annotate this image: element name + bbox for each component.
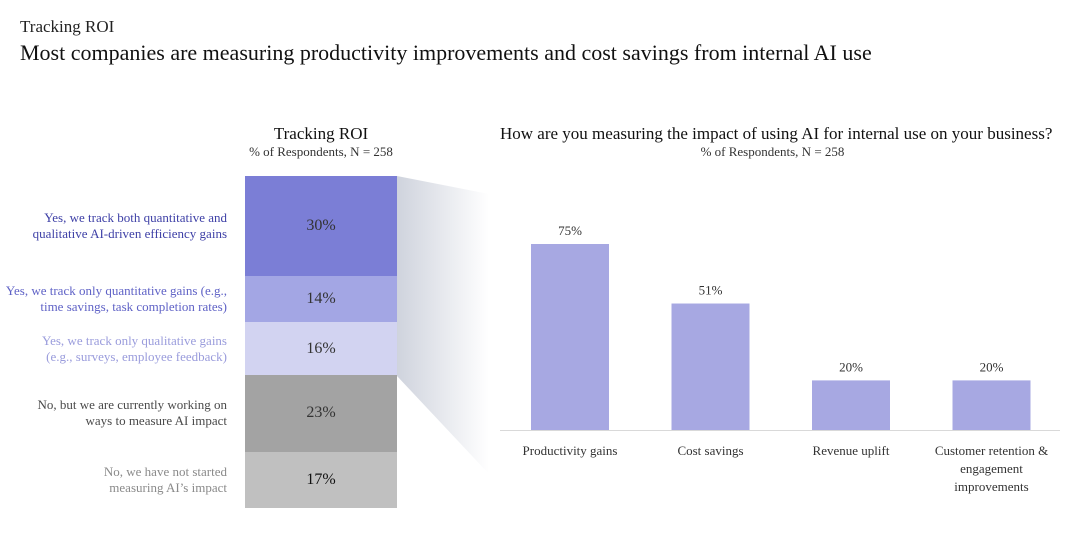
stack-segment-label-line: (e.g., surveys, employee feedback) — [46, 348, 227, 364]
x-tick-label: Cost savings — [646, 442, 776, 460]
x-tick-label: Customer retention & engagement improvemen… — [927, 442, 1057, 496]
bar-1 — [531, 244, 609, 430]
stack-segment-label-line: Yes, we track both quantitative and — [44, 209, 227, 225]
stack-segment-label: No, but we are currently working on ways … — [0, 397, 227, 429]
funnel-shape — [397, 176, 489, 474]
bar-3 — [812, 380, 890, 430]
x-tick-label-line: improvements — [954, 479, 1029, 494]
bar-chart-title: How are you measuring the impact of usin… — [500, 124, 1053, 143]
bar-value-label: 51% — [699, 283, 723, 298]
stack-segment-4: 23% — [245, 375, 397, 452]
stack-segment-label-line: qualitative AI-driven efficiency gains — [32, 225, 227, 241]
stack-segment-5: 17% — [245, 451, 397, 508]
stack-segment-label: Yes, we track only qualitative gains (e.g… — [0, 333, 227, 365]
x-tick-label-line: Revenue uplift — [812, 443, 890, 458]
stack-chart-subtitle: % of Respondents, N = 258 — [249, 144, 393, 159]
stacked-bar: 30% 14% 16% 23% 17% — [245, 176, 397, 508]
bar-4 — [952, 380, 1031, 430]
stack-segment-label: Yes, we track only quantitative gains (e… — [0, 283, 227, 315]
bar-2 — [671, 303, 750, 430]
stack-segment-value: 17% — [306, 470, 336, 488]
stack-segment-label-line: Yes, we track only quantitative gains (e… — [5, 282, 227, 298]
stack-segment-label-line: No, we have not started — [103, 463, 227, 479]
funnel-connector — [397, 176, 489, 474]
bar-chart: 75% 51% 20% 20% — [500, 223, 1060, 431]
x-tick-label-line: Customer retention & — [934, 443, 1049, 458]
stack-segment-value: 16% — [306, 339, 336, 357]
stack-segment-1: 30% — [245, 176, 397, 276]
stack-segment-label-line: Yes, we track only qualitative gains — [42, 332, 227, 348]
page-eyebrow: Tracking ROI — [20, 17, 115, 36]
stack-segment-2: 14% — [245, 275, 397, 323]
x-tick-label: Productivity gains — [505, 442, 635, 460]
stack-segment-value: 30% — [306, 216, 336, 234]
page-title: Most companies are measuring productivit… — [20, 40, 872, 65]
bar-value-label: 20% — [980, 359, 1004, 374]
x-tick-label-line: Cost savings — [677, 443, 744, 458]
stack-segment-label: Yes, we track both quantitative and quali… — [0, 210, 227, 242]
stack-segment-label-line: ways to measure AI impact — [85, 413, 227, 429]
bar-value-label: 75% — [558, 223, 582, 238]
stack-segment-label: No, we have not started measuring AI’s im… — [0, 464, 227, 496]
stack-chart-title: Tracking ROI — [273, 124, 369, 143]
x-tick-label: Revenue uplift — [786, 442, 916, 460]
stack-segment-3: 16% — [245, 322, 397, 376]
bar-chart-subtitle: % of Respondents, N = 258 — [700, 144, 845, 159]
x-tick-label-line: engagement — [960, 461, 1023, 476]
stack-segment-value: 14% — [306, 289, 336, 307]
stack-segment-label-line: No, but we are currently working on — [37, 397, 227, 413]
stack-segment-value: 23% — [306, 404, 336, 422]
stack-segment-label-line: measuring AI’s impact — [109, 479, 227, 495]
bar-value-label: 20% — [839, 359, 863, 374]
stack-segment-label-line: time savings, task completion rates) — [40, 298, 227, 314]
x-tick-label-line: Productivity gains — [522, 443, 618, 458]
